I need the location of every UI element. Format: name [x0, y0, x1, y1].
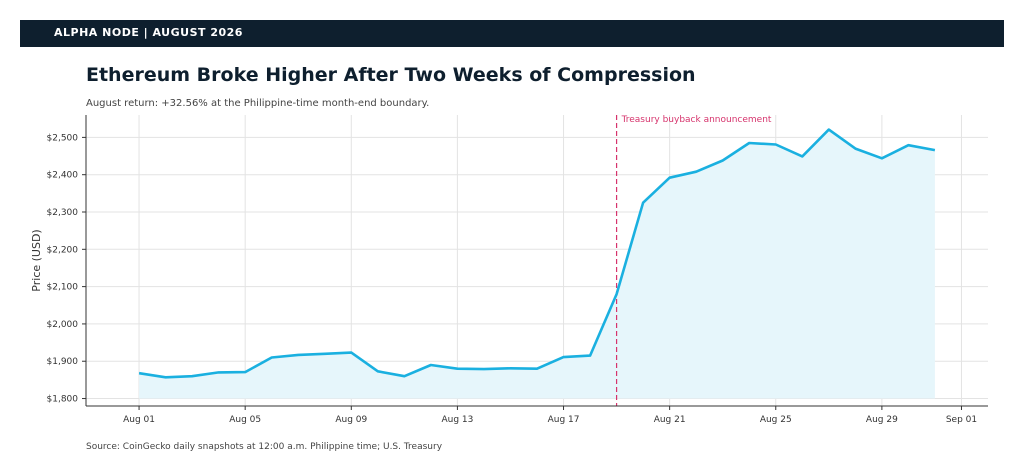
header-bar: ALPHA NODE | AUGUST 2026 [20, 20, 1004, 47]
axes [82, 115, 988, 410]
series-lines [138, 128, 936, 379]
chart-title: Ethereum Broke Higher After Two Weeks of… [86, 64, 696, 86]
brand-label: ALPHA NODE | AUGUST 2026 [54, 26, 243, 39]
x-tick-label: Aug 21 [654, 415, 686, 425]
x-tick-label: Sep 01 [946, 415, 977, 425]
y-tick-label: $1,800 [47, 395, 79, 405]
x-tick-label: Aug 29 [866, 415, 898, 425]
y-tick-label: $2,200 [47, 245, 79, 255]
x-tick-label: Aug 01 [123, 415, 155, 425]
y-tick-label: $2,000 [47, 320, 79, 330]
x-tick-labels: Aug 01 Aug 05 Aug 09 Aug 13 Aug 17 Aug 21 Aug … [123, 415, 977, 425]
y-tick-label: $2,400 [47, 171, 79, 181]
source-note: Source: CoinGecko daily snapshots at 12:… [86, 442, 443, 452]
x-tick-label: Aug 17 [548, 415, 580, 425]
x-tick-label: Aug 05 [229, 415, 261, 425]
y-tick-label: $2,100 [47, 283, 79, 293]
series-line [138, 128, 936, 379]
series-area [139, 129, 935, 399]
y-tick-label: $1,900 [47, 357, 79, 367]
annotation-layer: Treasury buyback announcement [615, 115, 772, 406]
x-tick-label: Aug 09 [335, 415, 367, 425]
area-fill [139, 129, 935, 399]
y-axis-label: Price (USD) [30, 229, 43, 291]
y-tick-label: $2,300 [47, 208, 79, 218]
chart-subtitle: August return: +32.56% at the Philippine… [86, 98, 430, 109]
y-tick-label: $2,500 [47, 133, 79, 143]
x-tick-label: Aug 25 [760, 415, 792, 425]
y-tick-labels: $1,800 $1,900 $2,000 $2,100 $2,200 $2,300 $2,4… [47, 133, 79, 404]
x-tick-label: Aug 13 [441, 415, 473, 425]
annotation-label: Treasury buyback announcement [621, 115, 772, 125]
